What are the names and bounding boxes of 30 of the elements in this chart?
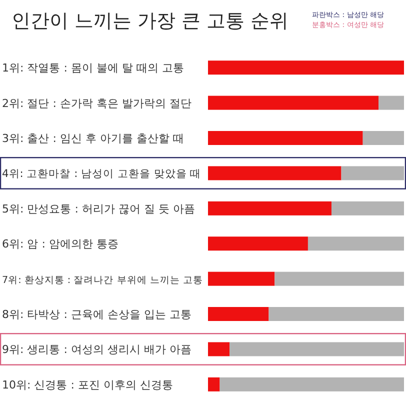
bar	[362, 131, 404, 145]
bar	[208, 166, 342, 180]
bar	[208, 60, 404, 75]
bar	[268, 307, 404, 321]
y-tick-label: 6위: 암 : 암에의한 통증	[2, 238, 118, 251]
y-tick-label: 3위: 출산 : 임신 후 아기를 출산할 때	[2, 132, 184, 145]
bar	[274, 272, 404, 286]
bar	[208, 96, 379, 110]
y-tick-label: 7위: 환상지통 : 잘려나간 부위에 느끼는 고통	[2, 274, 203, 286]
y-tick-label: 10위: 신경통 : 포진 이후의 신경통	[2, 378, 173, 392]
y-tick-label: 8위: 타박상 : 근육에 손상을 입는 고통	[2, 308, 192, 321]
bar	[208, 307, 269, 321]
bar	[378, 96, 404, 110]
bar	[220, 377, 404, 392]
y-tick-label: 9위: 생리통 : 여성의 생리시 배가 아픔	[2, 343, 192, 356]
bar	[208, 131, 363, 145]
bar	[230, 342, 404, 356]
y-tick-label: 2위: 절단 : 손가락 혹은 발가락의 절단	[2, 96, 192, 110]
bar	[208, 201, 332, 216]
bar	[341, 166, 404, 180]
y-tick-label: 5위: 만성요통 : 허리가 끊어 질 듯 아픔	[2, 202, 195, 216]
chart-title: 인간이 느끼는 가장 큰 고통 순위	[11, 10, 289, 32]
bar	[208, 272, 275, 286]
y-tick-label: 1위: 작열통 : 몸이 불에 탈 때의 고통	[2, 62, 184, 75]
bar	[208, 236, 308, 251]
bar	[208, 342, 230, 356]
bar	[331, 201, 404, 216]
bar	[308, 236, 404, 251]
y-tick-label: 4위: 고환마찰 : 남성이 고환을 맞았을 때	[2, 167, 202, 180]
bar	[208, 377, 220, 392]
